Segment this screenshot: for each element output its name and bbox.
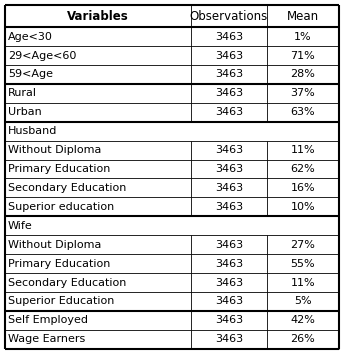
Text: 3463: 3463 — [215, 50, 243, 60]
Text: 3463: 3463 — [215, 335, 243, 345]
Text: 3463: 3463 — [215, 202, 243, 212]
Text: Urban: Urban — [8, 107, 42, 117]
Text: Secondary Education: Secondary Education — [8, 183, 126, 193]
Text: Wage Earners: Wage Earners — [8, 335, 85, 345]
Text: 37%: 37% — [290, 88, 315, 98]
Text: 3463: 3463 — [215, 183, 243, 193]
Text: 10%: 10% — [290, 202, 315, 212]
Text: Rural: Rural — [8, 88, 37, 98]
Text: Without Diploma: Without Diploma — [8, 145, 101, 155]
Text: 1%: 1% — [294, 31, 312, 41]
Text: Primary Education: Primary Education — [8, 259, 110, 269]
Text: Wife: Wife — [8, 221, 33, 231]
Text: 3463: 3463 — [215, 278, 243, 288]
Text: 3463: 3463 — [215, 297, 243, 307]
Text: Variables: Variables — [67, 10, 129, 23]
Text: Mean: Mean — [287, 10, 319, 23]
Text: 16%: 16% — [290, 183, 315, 193]
Text: 3463: 3463 — [215, 164, 243, 174]
Text: Superior education: Superior education — [8, 202, 114, 212]
Text: 11%: 11% — [290, 145, 315, 155]
Text: 26%: 26% — [290, 335, 315, 345]
Text: Secondary Education: Secondary Education — [8, 278, 126, 288]
Text: 3463: 3463 — [215, 259, 243, 269]
Text: 3463: 3463 — [215, 69, 243, 79]
Text: 3463: 3463 — [215, 107, 243, 117]
Text: 3463: 3463 — [215, 240, 243, 250]
Text: 28%: 28% — [290, 69, 315, 79]
Text: 3463: 3463 — [215, 31, 243, 41]
Text: Superior Education: Superior Education — [8, 297, 114, 307]
Text: Primary Education: Primary Education — [8, 164, 110, 174]
Text: 71%: 71% — [290, 50, 315, 60]
Text: 42%: 42% — [290, 316, 315, 326]
Text: 63%: 63% — [290, 107, 315, 117]
Text: 11%: 11% — [290, 278, 315, 288]
Text: Husband: Husband — [8, 126, 57, 136]
Text: 29<Age<60: 29<Age<60 — [8, 50, 76, 60]
Text: 55%: 55% — [290, 259, 315, 269]
Text: 62%: 62% — [290, 164, 315, 174]
Text: 3463: 3463 — [215, 145, 243, 155]
Text: Age<30: Age<30 — [8, 31, 53, 41]
Text: 27%: 27% — [290, 240, 315, 250]
Text: Observations: Observations — [190, 10, 268, 23]
Text: 5%: 5% — [294, 297, 312, 307]
Text: Without Diploma: Without Diploma — [8, 240, 101, 250]
Text: 59<Age: 59<Age — [8, 69, 53, 79]
Text: 3463: 3463 — [215, 88, 243, 98]
Text: 3463: 3463 — [215, 316, 243, 326]
Text: Self Employed: Self Employed — [8, 316, 88, 326]
